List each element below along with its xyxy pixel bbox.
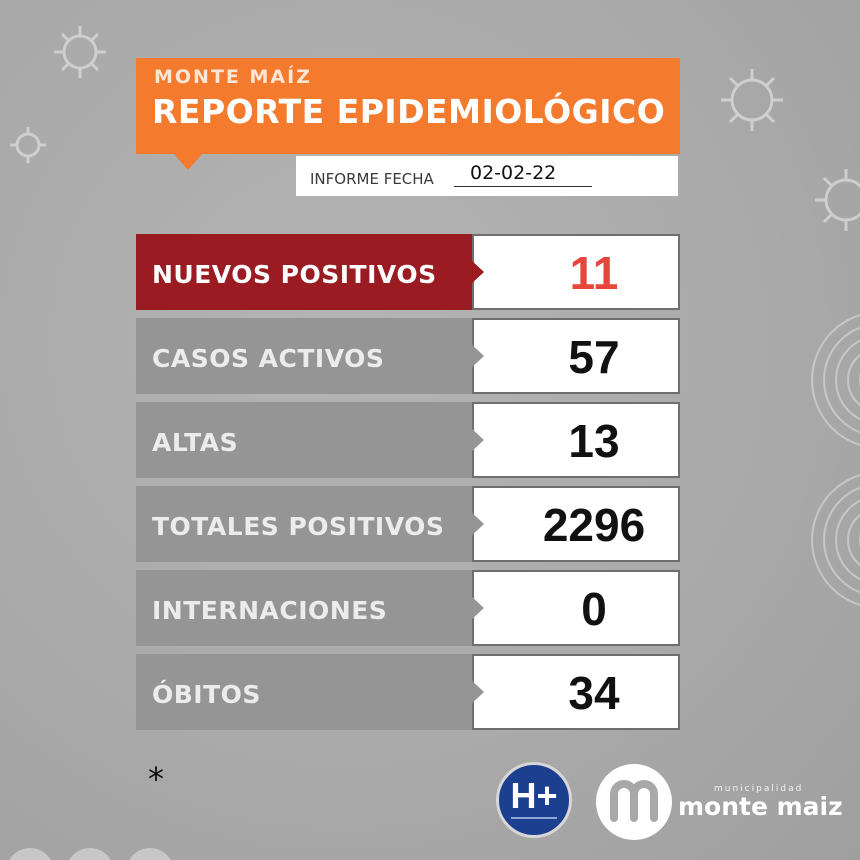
stat-arrow [470,259,484,285]
stat-arrow [470,511,484,537]
stat-row-altas: ALTAS 13 [136,402,680,478]
report-date-value: 02-02-22 [470,162,557,184]
stat-value: 57 [568,331,620,383]
municipality-name: monte maiz [678,792,843,821]
stat-label: NUEVOS POSITIVOS [152,260,437,289]
stat-label: CASOS ACTIVOS [152,344,385,373]
stat-label: TOTALES POSITIVOS [152,512,445,541]
stat-label-cell: ALTAS [136,402,472,478]
stat-value-cell: 57 [472,318,680,394]
virus-icon [10,127,46,163]
stat-value-cell: 34 [472,654,680,730]
stat-row-casos-activos: CASOS ACTIVOS 57 [136,318,680,394]
stat-value: 11 [569,247,619,299]
header-title: REPORTE EPIDEMIOLÓGICO [152,92,666,131]
report-date-underline [454,186,592,187]
stat-arrow [470,427,484,453]
virus-icon [54,26,106,78]
stat-row-obitos: ÓBITOS 34 [136,654,680,730]
hplus-logo-underline [511,817,557,819]
stat-arrow [470,679,484,705]
stat-value-cell: 11 [472,234,680,310]
virus-icon [815,169,860,231]
municipality-logo-icon [596,764,672,840]
header-notch [174,154,202,170]
stat-value: 2296 [542,499,646,551]
report-date-box: INFORME FECHA 02-02-22 [296,156,678,196]
stat-value: 13 [568,415,620,467]
hplus-logo-icon: H+ [496,762,572,838]
stat-row-nuevos-positivos: NUEVOS POSITIVOS 11 [136,234,680,310]
footnote-asterisk: * [148,760,164,798]
report-header: MONTE MAÍZ REPORTE EPIDEMIOLÓGICO [136,58,680,154]
stat-label: ÓBITOS [152,680,261,709]
stat-value: 0 [581,583,607,635]
stat-arrow [470,595,484,621]
stat-label: ALTAS [152,428,239,457]
municipality-m-icon [610,780,658,822]
stat-label-cell: NUEVOS POSITIVOS [136,234,472,310]
stat-value-cell: 13 [472,402,680,478]
stat-row-internaciones: INTERNACIONES 0 [136,570,680,646]
report-date-label: INFORME FECHA [310,170,434,188]
stat-row-totales-positivos: TOTALES POSITIVOS 2296 [136,486,680,562]
stat-value-cell: 2296 [472,486,680,562]
stat-label-cell: ÓBITOS [136,654,472,730]
hplus-logo-text: H+ [510,775,558,816]
municipality-small-label: municipalidad [714,784,804,794]
virus-icon [721,69,783,131]
stat-arrow [470,343,484,369]
stat-label-cell: CASOS ACTIVOS [136,318,472,394]
stat-label: INTERNACIONES [152,596,388,625]
header-subtitle: MONTE MAÍZ [154,66,312,88]
stat-value: 34 [568,667,620,719]
stat-label-cell: TOTALES POSITIVOS [136,486,472,562]
stat-value-cell: 0 [472,570,680,646]
stat-label-cell: INTERNACIONES [136,570,472,646]
